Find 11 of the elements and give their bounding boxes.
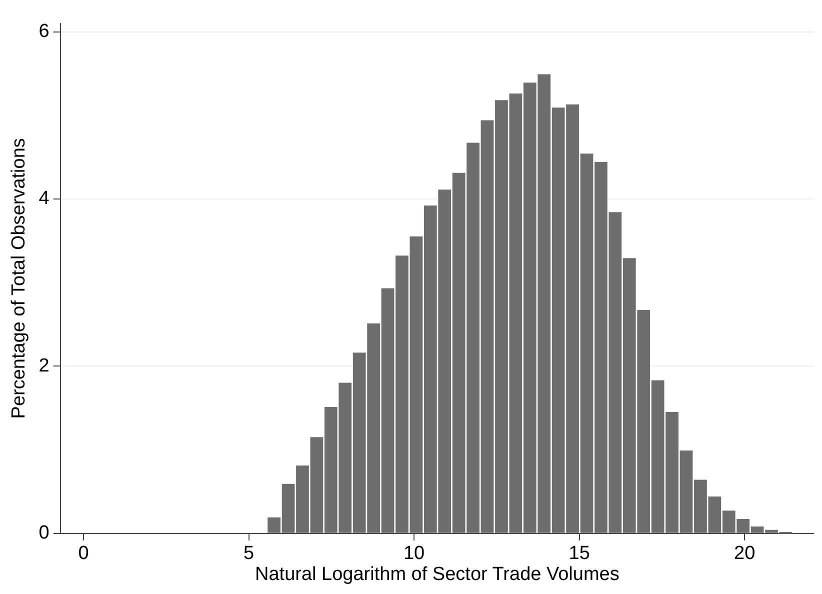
x-tick-label: 15 xyxy=(568,543,590,564)
x-tick-label: 10 xyxy=(403,543,425,564)
x-tick-label: 5 xyxy=(243,543,254,564)
y-tick-label: 2 xyxy=(38,355,50,376)
y-axis-title: Percentage of Total Observations xyxy=(8,138,30,419)
x-tick-label: 20 xyxy=(734,543,756,564)
y-tick-label: 4 xyxy=(38,188,50,210)
y-tick-label: 0 xyxy=(38,522,50,544)
x-axis-title: Natural Logarithm of Sector Trade Volumes xyxy=(255,564,620,585)
y-tick-label: 6 xyxy=(38,20,50,42)
x-tick-label: 0 xyxy=(78,543,89,564)
